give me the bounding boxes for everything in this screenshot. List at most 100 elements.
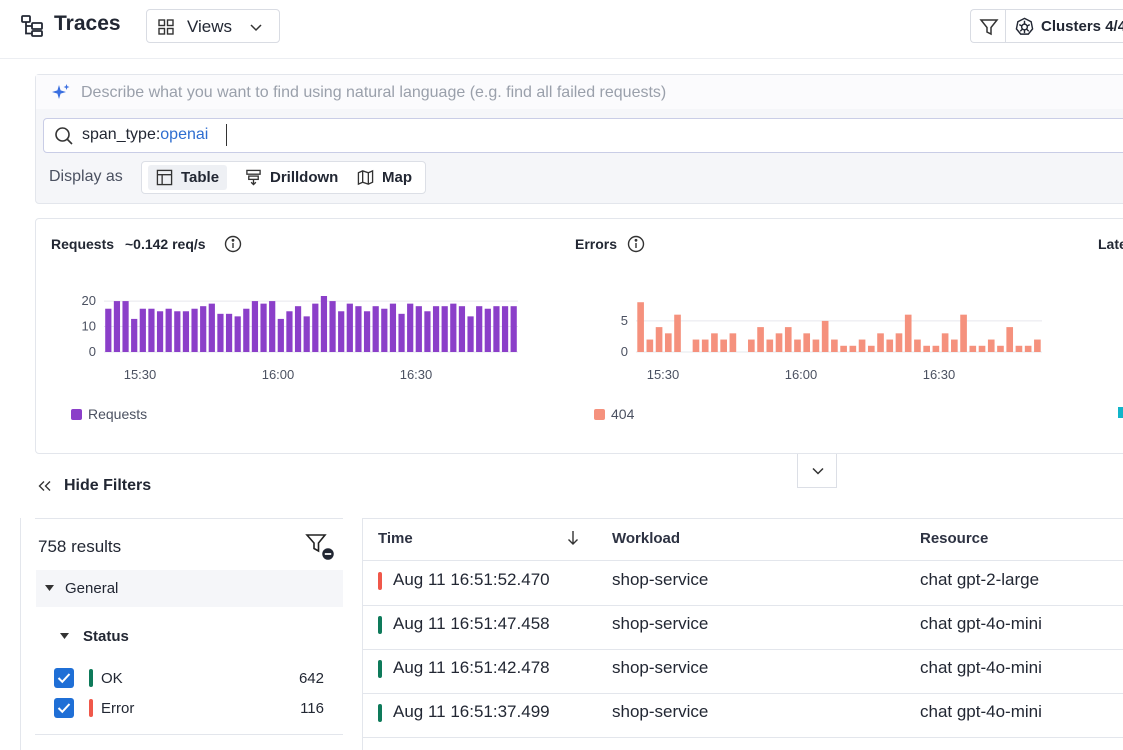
filter-status-header[interactable]: Status: [60, 628, 129, 645]
chart-bar[interactable]: [458, 306, 466, 352]
chart-bar[interactable]: [914, 339, 921, 352]
chart-bar[interactable]: [655, 327, 663, 352]
chart-bar[interactable]: [277, 318, 284, 352]
chart-bar[interactable]: [174, 311, 181, 352]
chart-bar[interactable]: [729, 333, 737, 352]
display-drilldown-button[interactable]: Drilldown: [237, 165, 346, 190]
chart-bar[interactable]: [904, 314, 912, 352]
chart-bar[interactable]: [131, 318, 138, 352]
chart-bar[interactable]: [775, 333, 783, 352]
chart-bar[interactable]: [260, 303, 267, 352]
chart-bar[interactable]: [923, 345, 930, 352]
chart-bar[interactable]: [941, 333, 949, 352]
table-cell-resource[interactable]: chat gpt-2-large: [920, 570, 1040, 589]
table-cell-workload[interactable]: shop-service: [612, 702, 709, 721]
chart-bar[interactable]: [243, 308, 250, 352]
chart-bar[interactable]: [877, 333, 884, 352]
chart-bar[interactable]: [646, 339, 654, 352]
chart-bar[interactable]: [510, 306, 517, 352]
chart-bar[interactable]: [139, 308, 146, 352]
chart-bar[interactable]: [329, 301, 336, 352]
chart-bar[interactable]: [165, 308, 172, 352]
chart-bar[interactable]: [398, 313, 405, 352]
table-cell-workload[interactable]: shop-service: [612, 570, 709, 589]
chart-bar[interactable]: [191, 308, 198, 352]
chart-bar[interactable]: [867, 345, 875, 352]
table-cell-workload[interactable]: shop-service: [612, 614, 709, 633]
chart-bar[interactable]: [978, 345, 986, 352]
checkbox-checked[interactable]: [54, 698, 74, 718]
chart-bar[interactable]: [105, 308, 112, 352]
chart-bar[interactable]: [294, 306, 302, 352]
chart-bar[interactable]: [407, 303, 414, 352]
chart-bar[interactable]: [794, 339, 801, 352]
chart-bar[interactable]: [156, 311, 164, 352]
chart-bar[interactable]: [803, 333, 811, 352]
chart-bar[interactable]: [692, 339, 700, 352]
filter-item-error[interactable]: Error 116: [54, 697, 324, 719]
table-cell-workload[interactable]: shop-service: [612, 658, 709, 677]
chart-bar[interactable]: [858, 339, 866, 352]
chart-bar[interactable]: [113, 301, 121, 352]
chart-bar[interactable]: [148, 308, 155, 352]
table-cell-time[interactable]: Aug 11 16:51:47.458: [393, 614, 550, 633]
chart-bar[interactable]: [200, 306, 207, 352]
table-cell-time[interactable]: Aug 11 16:51:42.478: [393, 658, 550, 677]
chart-bar[interactable]: [987, 339, 995, 352]
chart-bar[interactable]: [886, 339, 894, 352]
chart-bar[interactable]: [784, 327, 792, 352]
info-icon[interactable]: [224, 235, 242, 253]
chart-bar[interactable]: [674, 314, 681, 352]
chart-bar[interactable]: [664, 333, 672, 352]
chart-bar[interactable]: [840, 345, 847, 352]
checkbox-checked[interactable]: [54, 668, 74, 688]
chart-bar[interactable]: [1015, 345, 1023, 352]
chart-bar[interactable]: [711, 333, 718, 352]
chart-bar[interactable]: [251, 301, 259, 352]
filter-group-general[interactable]: General: [36, 570, 343, 607]
chart-bar[interactable]: [338, 311, 345, 352]
chart-bar[interactable]: [701, 339, 709, 352]
ai-query-placeholder[interactable]: Describe what you want to find using nat…: [81, 84, 667, 101]
search-query-text[interactable]: span_type:openai: [82, 126, 208, 144]
chart-bar[interactable]: [225, 313, 233, 352]
chart-bar[interactable]: [637, 302, 644, 352]
chart-bar[interactable]: [969, 345, 977, 352]
chart-bar[interactable]: [355, 306, 362, 352]
chart-bar[interactable]: [303, 316, 310, 352]
chart-bar[interactable]: [208, 303, 215, 352]
chart-bar[interactable]: [182, 311, 190, 352]
chart-bar[interactable]: [812, 339, 820, 352]
clusters-button[interactable]: Clusters 4/4: [1005, 9, 1123, 43]
chart-bar[interactable]: [363, 311, 371, 352]
search-input[interactable]: [43, 118, 1123, 153]
chart-bar[interactable]: [450, 303, 457, 352]
table-cell-resource[interactable]: chat gpt-4o-mini: [920, 614, 1042, 633]
table-cell-resource[interactable]: chat gpt-4o-mini: [920, 658, 1042, 677]
chart-bar[interactable]: [821, 320, 829, 352]
hide-filters-button[interactable]: Hide Filters: [38, 477, 151, 495]
chart-bar[interactable]: [501, 306, 509, 352]
column-header-time[interactable]: Time: [378, 530, 413, 547]
table-cell-time[interactable]: Aug 11 16:51:37.499: [393, 702, 550, 721]
chart-bar[interactable]: [748, 339, 755, 352]
chart-bar[interactable]: [831, 339, 838, 352]
chart-bar[interactable]: [720, 339, 727, 352]
column-header-workload[interactable]: Workload: [612, 530, 681, 547]
chart-bar[interactable]: [951, 339, 958, 352]
chart-bar[interactable]: [217, 313, 224, 352]
chart-bar[interactable]: [312, 303, 319, 352]
chart-bar[interactable]: [476, 306, 483, 352]
chart-bar[interactable]: [269, 301, 276, 352]
display-table-button[interactable]: Table: [148, 165, 228, 190]
chart-bar[interactable]: [849, 345, 857, 352]
chart-bar[interactable]: [960, 314, 967, 352]
chart-bar[interactable]: [441, 306, 448, 352]
chart-bar[interactable]: [415, 306, 422, 352]
chart-bar[interactable]: [484, 308, 491, 352]
chart-bar[interactable]: [766, 339, 774, 352]
chart-bar[interactable]: [895, 333, 903, 352]
chart-bar[interactable]: [757, 327, 764, 352]
table-cell-time[interactable]: Aug 11 16:51:52.470: [393, 570, 550, 589]
filter-button[interactable]: [970, 9, 1006, 43]
